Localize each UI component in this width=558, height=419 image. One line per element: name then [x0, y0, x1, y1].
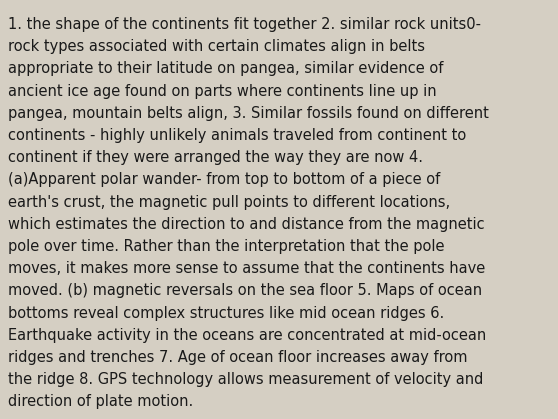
Text: moves, it makes more sense to assume that the continents have: moves, it makes more sense to assume tha… — [8, 261, 485, 276]
Text: pole over time. Rather than the interpretation that the pole: pole over time. Rather than the interpre… — [8, 239, 445, 254]
Text: moved. (b) magnetic reversals on the sea floor 5. Maps of ocean: moved. (b) magnetic reversals on the sea… — [8, 283, 482, 298]
Text: direction of plate motion.: direction of plate motion. — [8, 394, 193, 409]
Text: appropriate to their latitude on pangea, similar evidence of: appropriate to their latitude on pangea,… — [8, 62, 444, 76]
Text: bottoms reveal complex structures like mid ocean ridges 6.: bottoms reveal complex structures like m… — [8, 305, 444, 321]
Text: earth's crust, the magnetic pull points to different locations,: earth's crust, the magnetic pull points … — [8, 194, 450, 210]
Text: the ridge 8. GPS technology allows measurement of velocity and: the ridge 8. GPS technology allows measu… — [8, 372, 483, 387]
Text: continent if they were arranged the way they are now 4.: continent if they were arranged the way … — [8, 150, 423, 165]
Text: which estimates the direction to and distance from the magnetic: which estimates the direction to and dis… — [8, 217, 485, 232]
Text: (a)Apparent polar wander- from top to bottom of a piece of: (a)Apparent polar wander- from top to bo… — [8, 172, 440, 187]
Text: 1. the shape of the continents fit together 2. similar rock units0-: 1. the shape of the continents fit toget… — [8, 17, 481, 32]
Text: ancient ice age found on parts where continents line up in: ancient ice age found on parts where con… — [8, 84, 436, 98]
Text: rock types associated with certain climates align in belts: rock types associated with certain clima… — [8, 39, 425, 54]
Text: continents - highly unlikely animals traveled from continent to: continents - highly unlikely animals tra… — [8, 128, 466, 143]
Text: pangea, mountain belts align, 3. Similar fossils found on different: pangea, mountain belts align, 3. Similar… — [8, 106, 489, 121]
Text: Earthquake activity in the oceans are concentrated at mid-ocean: Earthquake activity in the oceans are co… — [8, 328, 486, 343]
Text: ridges and trenches 7. Age of ocean floor increases away from: ridges and trenches 7. Age of ocean floo… — [8, 350, 468, 365]
